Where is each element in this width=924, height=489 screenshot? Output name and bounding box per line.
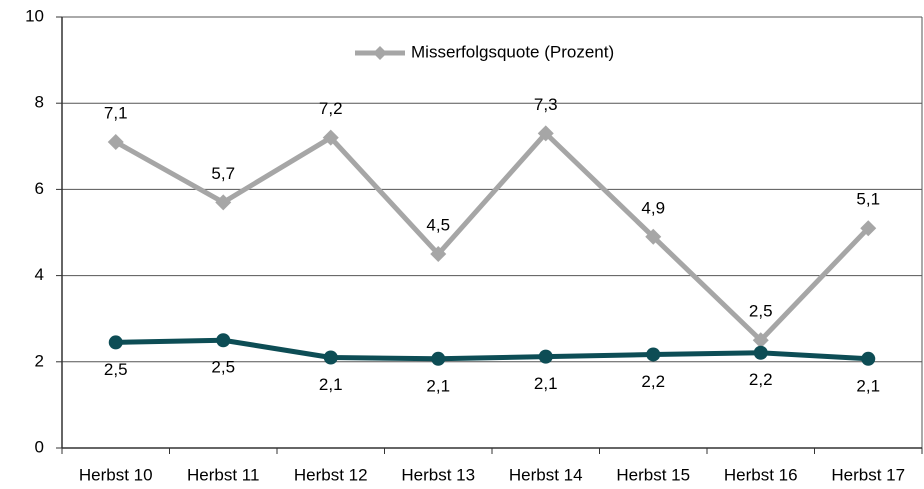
data-label: 2,1 [534, 374, 558, 393]
data-label: 5,1 [856, 190, 880, 209]
point [538, 349, 553, 364]
data-label: 2,5 [104, 360, 128, 379]
point [216, 333, 231, 348]
data-label: 2,1 [856, 376, 880, 395]
data-label: 7,3 [534, 95, 558, 114]
x-tick-label: Herbst 13 [401, 465, 475, 484]
series-line [115, 337, 869, 362]
point [645, 228, 662, 245]
point [107, 133, 124, 150]
data-label: 4,9 [641, 198, 665, 217]
data-label: 5,7 [211, 164, 235, 183]
data-label: 7,2 [319, 99, 343, 118]
point [431, 351, 446, 366]
point [108, 335, 123, 350]
x-tick-label: Herbst 10 [79, 465, 153, 484]
y-tick-label: 8 [35, 93, 44, 112]
x-tick-label: Herbst 11 [187, 465, 259, 484]
data-label: 2,5 [211, 358, 235, 377]
x-tick-label: Herbst 12 [294, 465, 368, 484]
series-line [114, 130, 871, 343]
data-label: 2,2 [749, 370, 773, 389]
point [430, 246, 447, 263]
y-tick-label: 0 [35, 437, 44, 456]
x-tick-label: Herbst 17 [831, 465, 905, 484]
y-tick-label: 4 [35, 265, 44, 284]
legend-marker [373, 46, 387, 60]
data-label: 2,5 [749, 302, 773, 321]
data-label: 2,1 [319, 375, 343, 394]
y-tick-label: 2 [35, 351, 44, 370]
y-tick-label: 10 [25, 6, 44, 25]
point [860, 220, 877, 237]
data-label: 2,1 [426, 376, 450, 395]
x-tick-label: Herbst 15 [616, 465, 690, 484]
data-label: 2,2 [641, 372, 665, 391]
point [537, 125, 554, 142]
data-label: 4,5 [426, 216, 450, 235]
point [215, 194, 232, 211]
point [753, 345, 768, 360]
data-label: 7,1 [104, 103, 128, 122]
y-tick-label: 6 [35, 179, 44, 198]
point [322, 129, 339, 146]
x-tick-label: Herbst 14 [509, 465, 583, 484]
legend-label: Misserfolgsquote (Prozent) [411, 42, 614, 61]
point [646, 347, 661, 362]
x-tick-label: Herbst 16 [724, 465, 798, 484]
point [861, 351, 876, 366]
point [323, 350, 338, 365]
point [752, 332, 769, 349]
